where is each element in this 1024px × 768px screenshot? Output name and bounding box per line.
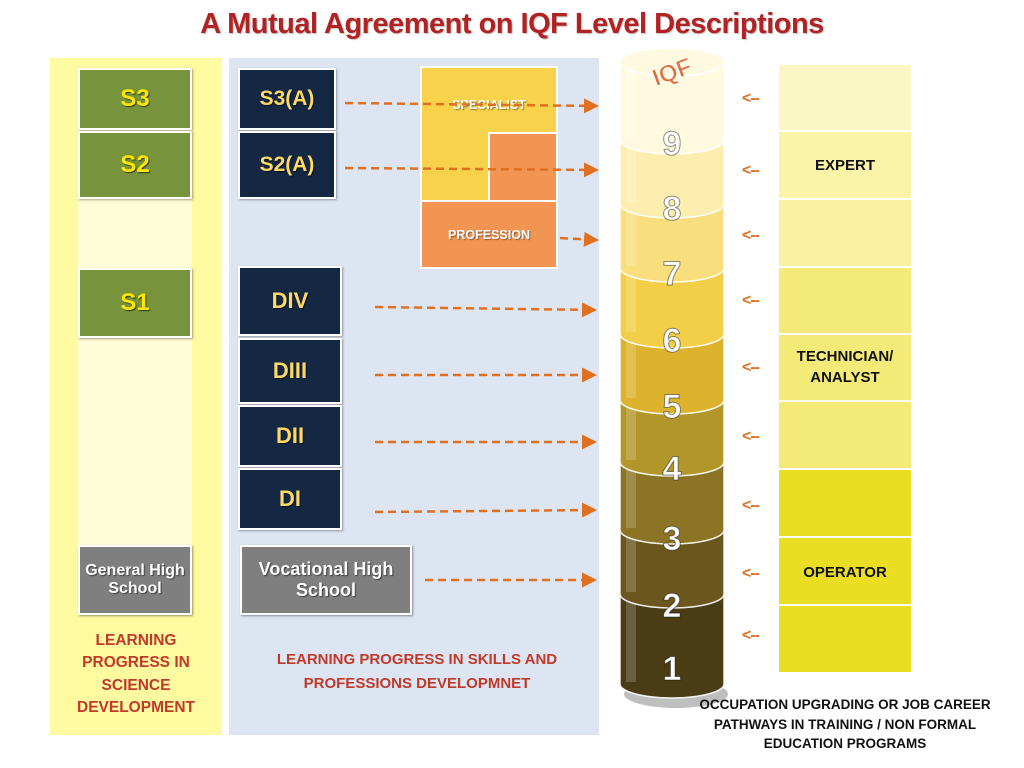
iqf-level-label: 7 — [663, 255, 682, 293]
dii-box: DII — [238, 405, 342, 467]
iqf-level-label: 1 — [663, 650, 682, 688]
occupation-cell — [778, 469, 912, 537]
small-arrow-8: <-- — [742, 162, 760, 179]
arrow-div — [374, 302, 597, 318]
s2-box: S2 — [78, 131, 192, 199]
occupation-cell — [778, 267, 912, 334]
s3a-box: S3(A) — [238, 68, 336, 130]
small-arrow-4: <-- — [742, 428, 760, 445]
science-caption: LEARNING PROGRESS IN SCIENCE DEVELOPMENT — [77, 632, 195, 717]
iqf-level-label: 6 — [663, 322, 682, 360]
occupation-cell — [778, 131, 912, 199]
small-arrow-9: <-- — [742, 90, 760, 107]
small-arrow-1: <-- — [742, 627, 760, 644]
specialist-block — [422, 68, 556, 132]
operator-label: OPERATOR — [803, 564, 887, 581]
div-box: DIV — [238, 266, 342, 336]
occupation-caption: OCCUPATION UPGRADING OR JOB CAREER PATHW… — [699, 697, 991, 752]
di-box: DI — [238, 468, 342, 530]
occupation-cell — [778, 64, 912, 131]
specialist-lower-block — [422, 132, 488, 200]
s1-box: S1 — [78, 268, 192, 338]
occupation-cell — [778, 537, 912, 605]
small-arrow-5: <-- — [742, 359, 760, 376]
profession-upper-block — [490, 134, 556, 200]
profession-label: PROFESSION — [448, 228, 530, 242]
general-high-school-box: General High School — [78, 545, 192, 615]
vocational-high-school-box: Vocational High School — [240, 545, 412, 615]
occupation-cell — [778, 199, 912, 267]
s3-box: S3 — [78, 68, 192, 130]
occupation-cell — [778, 401, 912, 469]
iqf-level-9: 9 — [619, 47, 725, 164]
small-arrow-7: <-- — [742, 227, 760, 244]
page-title: A Mutual Agreement on IQF Level Descript… — [200, 8, 824, 40]
technician-label: TECHNICIAN/ ANALYST — [796, 348, 894, 386]
expert-label: EXPERT — [814, 157, 875, 174]
arrow-di — [374, 502, 597, 518]
arrow-profession — [559, 231, 599, 247]
vocational-caption: LEARNING PROGRESS IN SKILLS AND PROFESSI… — [276, 651, 558, 692]
small-arrow-3: <-- — [742, 497, 760, 514]
iqf-level-label: 3 — [663, 520, 682, 558]
s2a-box: S2(A) — [238, 131, 336, 199]
iqf-level-label: 5 — [663, 388, 682, 426]
small-arrow-2: <-- — [742, 565, 760, 582]
occupation-cell — [778, 605, 912, 673]
arrow-s3a — [344, 98, 599, 114]
arrow-s2a — [344, 162, 599, 178]
diii-box: DIII — [238, 338, 342, 404]
occupation-cell — [778, 334, 912, 401]
iqf-level-label: 2 — [663, 587, 682, 625]
iqf-level-label: 8 — [663, 190, 682, 228]
iqf-level-label: 9 — [663, 125, 682, 163]
profession-block — [422, 202, 556, 267]
small-arrow-6: <-- — [742, 292, 760, 309]
iqf-level-label: 4 — [663, 450, 682, 488]
